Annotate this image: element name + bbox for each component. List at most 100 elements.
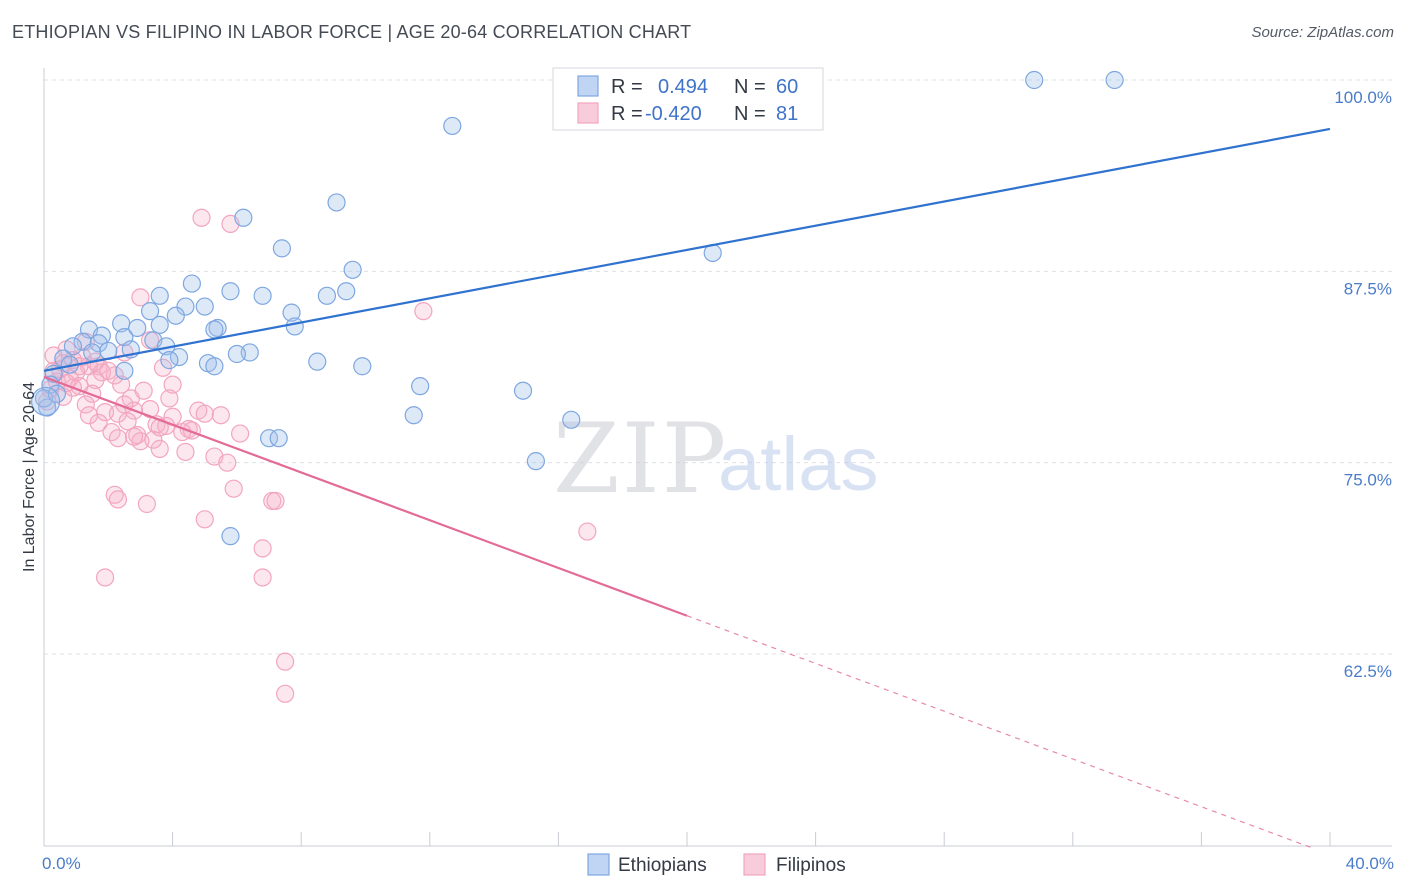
ethiopians-point-30[interactable] [89,334,108,353]
filipinos-point-72[interactable] [160,389,179,408]
ethiopians-point-50[interactable] [513,381,533,400]
filipinos-point-21[interactable] [112,375,131,394]
ethiopians-point-10[interactable] [337,282,356,301]
ethiopians-point-12[interactable] [317,286,337,305]
ethiopians-point-55[interactable] [269,429,288,448]
x-axis-tick-labels: 0.0% 40.0% [42,854,1394,873]
filipinos-point-75[interactable] [163,375,182,394]
legend-n-value-filipinos: 81 [776,103,798,125]
filipinos-point-57[interactable] [578,522,597,541]
filipinos-point-48[interactable] [218,453,237,472]
filipinos-point-0[interactable] [192,208,211,227]
filipinos-point-33[interactable] [211,406,230,425]
ethiopians-point-46[interactable] [115,361,134,380]
ethiopians-point-2[interactable] [443,116,462,136]
ethiopians-point-39[interactable] [160,351,179,370]
ethiopians-point-17[interactable] [282,303,301,322]
zipatlas-watermark: ZIP atlas [553,403,879,515]
ethiopians-point-13[interactable] [150,286,169,305]
chart-title: ETHIOPIAN VS FILIPINO IN LABOR FORCE | A… [12,22,692,42]
series-ethiopians-points [31,70,1124,546]
ethiopians-point-31[interactable] [63,337,83,356]
legend-n-value-ethiopians: 60 [776,76,798,98]
ethiopians-point-7[interactable] [343,260,362,279]
ethiopians-point-43[interactable] [205,357,224,376]
legend-swatch-ethiopians [577,75,599,97]
y-axis-label: In Labor Force | Age 20-64 [21,382,38,572]
ethiopians-point-21[interactable] [128,318,147,338]
filipinos-point-50[interactable] [224,479,243,498]
ethiopians-point-1[interactable] [1105,70,1124,90]
filipinos-point-58[interactable] [253,539,272,558]
ethiopians-point-11[interactable] [253,286,272,305]
filipinos-point-56[interactable] [195,510,214,529]
y-axis-tick-labels: 100.0% 87.5% 75.0% 62.5% [1334,88,1392,681]
series-legend: Ethiopians Filipinos [587,853,846,876]
ethiopians-point-20[interactable] [150,315,169,335]
filipinos-point-32[interactable] [195,404,214,423]
grid-lines [44,79,1392,655]
filipinos-point-71[interactable] [79,406,99,425]
ethiopians-point-52[interactable] [562,410,581,429]
ethiopians-point-44[interactable] [353,357,372,376]
legend-r-label-filipinos: R = [611,103,643,125]
filipinos-point-77[interactable] [124,427,144,446]
watermark-atlas: atlas [718,422,879,507]
x-tick-label-1: 40.0% [1346,854,1394,873]
filipinos-point-55[interactable] [137,494,156,514]
ethiopians-point-14[interactable] [176,297,195,316]
series-filipinos-points [38,208,597,703]
filipinos-point-60[interactable] [95,568,115,587]
filipinos-point-43[interactable] [108,429,128,448]
ethiopians-point-51[interactable] [404,406,423,425]
filipinos-point-61[interactable] [276,652,295,671]
y-tick-label-0: 100.0% [1334,88,1392,107]
ethiopians-point-56[interactable] [526,452,545,471]
filipinos-point-38[interactable] [89,413,108,432]
ethiopians-trend-line [43,127,1331,372]
ethiopians-point-4[interactable] [234,208,253,227]
ethiopians-point-57[interactable] [221,527,240,546]
ethiopians-point-5[interactable] [272,239,292,258]
ethiopians-point-18[interactable] [166,306,185,325]
bottom-legend-swatch-ethiopians [587,853,610,876]
ethiopians-point-54[interactable] [259,429,279,448]
filipinos-point-62[interactable] [276,684,295,703]
ethiopians-point-34[interactable] [83,343,102,362]
ethiopians-point-24[interactable] [205,320,224,339]
ethiopians-point-cluster[interactable] [31,386,61,417]
filipinos-point-30[interactable] [140,399,160,419]
bottom-legend-swatch-filipinos [743,853,766,876]
ethiopians-point-15[interactable] [195,297,214,316]
ethiopians-point-40[interactable] [308,352,327,371]
ethiopians-point-8[interactable] [182,274,201,293]
filipinos-trend-line [43,375,688,617]
ethiopians-point-3[interactable] [327,193,346,212]
x-axis-ticks [172,832,1331,846]
filipinos-point-54[interactable] [266,491,285,511]
filipinos-point-69[interactable] [99,361,118,380]
filipinos-point-45[interactable] [150,439,169,458]
ethiopians-point-49[interactable] [411,377,430,396]
filipinos-point-42[interactable] [231,424,250,443]
y-tick-label-1: 87.5% [1344,279,1392,298]
filipinos-point-65[interactable] [92,363,111,382]
filipinos-point-3[interactable] [414,302,433,321]
x-tick-label-0: 0.0% [42,854,81,873]
legend-n-label-filipinos: N = [734,103,766,125]
legend-r-label-ethiopians: R = [611,76,643,98]
filipinos-point-2[interactable] [131,288,150,307]
ethiopians-point-9[interactable] [221,282,240,301]
filipinos-point-52[interactable] [108,490,128,509]
filipinos-point-59[interactable] [253,568,272,587]
ethiopians-point-36[interactable] [227,344,246,364]
ethiopians-point-16[interactable] [140,302,160,321]
ethiopians-point-25[interactable] [285,317,304,336]
ethiopians-point-0[interactable] [1025,70,1044,90]
y-tick-label-2: 75.0% [1344,471,1392,490]
filipinos-trend-line-extrapolated [686,615,1316,850]
trend-lines [43,127,1331,850]
filipinos-point-46[interactable] [176,442,195,462]
y-tick-label-3: 62.5% [1344,662,1392,681]
filipinos-point-63[interactable] [76,395,95,414]
